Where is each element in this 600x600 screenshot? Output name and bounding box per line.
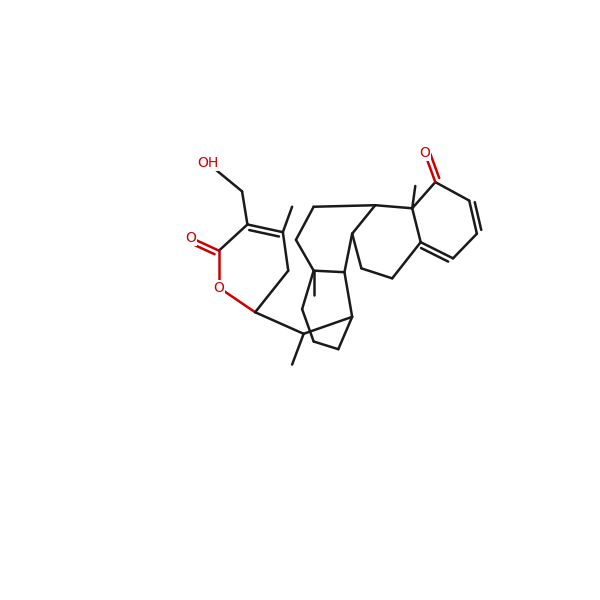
Text: O: O: [214, 281, 224, 295]
Text: OH: OH: [197, 156, 218, 170]
Text: O: O: [419, 146, 430, 160]
Text: O: O: [185, 230, 196, 245]
